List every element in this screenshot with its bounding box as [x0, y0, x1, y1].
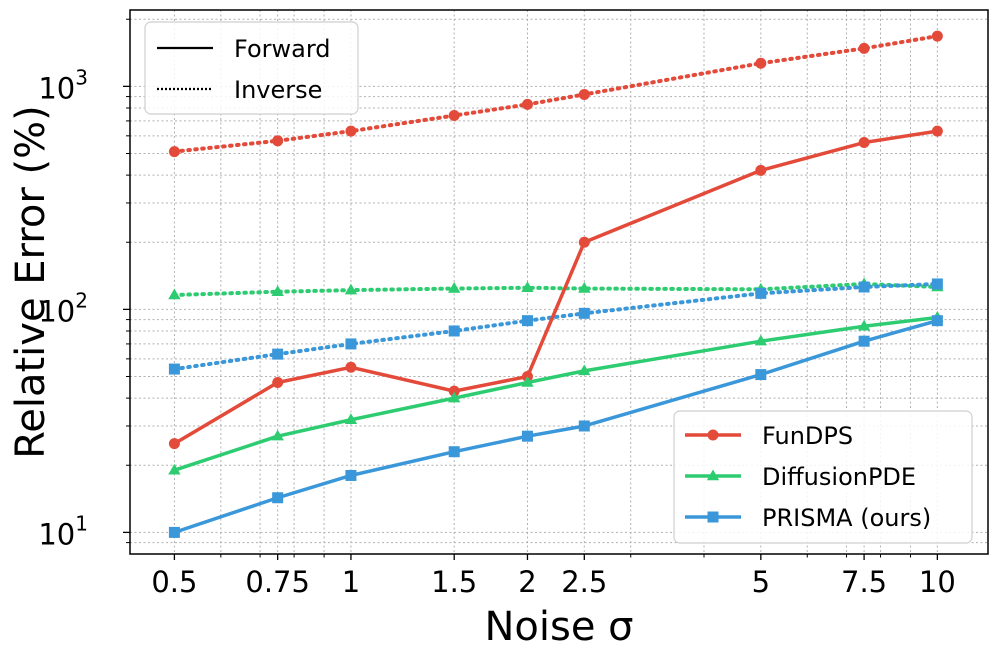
x-tick-label: 1	[342, 565, 360, 599]
data-point-fundps-forward	[858, 137, 870, 149]
data-point-prisma-ours-forward	[168, 526, 180, 538]
x-axis-title: Noise σ	[484, 604, 633, 650]
data-point-prisma-ours-inverse	[578, 307, 590, 319]
data-point-prisma-ours-inverse	[272, 348, 284, 360]
y-tick-exponent: 1	[75, 511, 88, 535]
data-point-prisma-ours-inverse	[521, 315, 533, 327]
legend-label: PRISMA (ours)	[762, 504, 931, 532]
data-point-prisma-ours-inverse	[448, 325, 460, 337]
data-point-fundps-inverse	[858, 42, 870, 54]
x-tick-label: 1.5	[431, 565, 477, 599]
legend-linestyle: Forward Inverse	[144, 21, 359, 115]
data-point-prisma-ours-inverse	[858, 281, 870, 293]
series-prisma-ours-inverse	[168, 278, 943, 375]
data-point-prisma-ours-forward	[578, 420, 590, 432]
legend-entry-diffusionpde: DiffusionPDE	[685, 463, 916, 491]
x-tick-label: 2.5	[561, 565, 607, 599]
legend-methods: FunDPS DiffusionPDE PRISMA (ours)	[673, 410, 973, 544]
data-point-diffusionpde-forward	[344, 413, 358, 424]
data-point-fundps-forward	[578, 236, 590, 248]
legend-entry-prisma-ours: PRISMA (ours)	[685, 504, 931, 532]
data-point-fundps-inverse	[578, 88, 590, 100]
data-point-prisma-ours-inverse	[755, 287, 767, 299]
data-point-fundps-inverse	[448, 110, 460, 122]
data-point-prisma-ours-forward	[931, 315, 943, 327]
x-tick-label: 7.5	[841, 565, 887, 599]
data-point-prisma-ours-forward	[448, 446, 460, 458]
data-point-fundps-inverse	[272, 135, 284, 147]
data-point-diffusionpde-forward	[857, 319, 871, 331]
data-point-fundps-inverse	[521, 98, 533, 110]
y-tick-exponent: 3	[75, 65, 88, 89]
y-tick-label: 102	[38, 288, 88, 328]
data-point-fundps-forward	[755, 164, 767, 176]
y-tick-base: 10	[38, 517, 75, 551]
legend-swatch-marker	[707, 429, 719, 441]
data-point-diffusionpde-forward	[448, 391, 461, 403]
legend-label-forward: Forward	[234, 35, 331, 63]
data-point-fundps-forward	[931, 125, 943, 137]
data-point-prisma-ours-forward	[755, 369, 767, 381]
data-point-fundps-inverse	[755, 57, 767, 69]
data-point-diffusionpde-forward	[168, 463, 181, 475]
series-prisma-ours-forward	[168, 315, 943, 538]
data-point-prisma-ours-inverse	[345, 338, 357, 350]
y-axis-title: Relative Error (%)	[8, 105, 54, 458]
data-point-fundps-inverse	[345, 125, 357, 137]
legend-swatch-marker	[707, 511, 719, 523]
legend-label-inverse: Inverse	[234, 76, 322, 104]
series-fundps-inverse	[168, 30, 943, 158]
data-point-fundps-forward	[448, 385, 460, 397]
data-point-diffusionpde-inverse	[344, 283, 358, 295]
data-point-prisma-ours-forward	[272, 492, 284, 504]
data-point-prisma-ours-inverse	[168, 363, 180, 375]
data-point-fundps-forward	[272, 377, 284, 389]
data-point-fundps-forward	[168, 438, 180, 450]
data-point-diffusionpde-inverse	[448, 282, 461, 293]
data-point-diffusionpde-inverse	[168, 288, 181, 300]
legend-methods-box	[673, 410, 973, 544]
y-tick-label: 103	[38, 65, 88, 105]
data-point-diffusionpde-inverse	[271, 285, 284, 296]
data-point-diffusionpde-forward	[754, 334, 768, 346]
data-point-diffusionpde-forward	[271, 429, 284, 441]
x-tick-label: 0.5	[151, 565, 197, 599]
legend-linestyle-box	[144, 21, 359, 115]
y-tick-exponent: 2	[75, 288, 88, 312]
data-point-prisma-ours-inverse	[931, 278, 943, 290]
legend-label: FunDPS	[762, 422, 853, 450]
data-point-diffusionpde-forward	[521, 376, 534, 387]
plot-frame	[129, 9, 989, 555]
y-tick-base: 10	[38, 71, 75, 105]
data-point-fundps-forward	[345, 361, 357, 373]
data-point-prisma-ours-forward	[345, 469, 357, 481]
data-point-fundps-inverse	[931, 30, 943, 42]
x-tick-label: 5	[752, 565, 770, 599]
legend-entry-fundps: FunDPS	[685, 422, 853, 450]
x-tick-label: 0.75	[245, 565, 310, 599]
x-tick-label: 2	[518, 565, 536, 599]
y-tick-base: 10	[38, 294, 75, 328]
legend-swatch-marker	[706, 469, 720, 481]
legend-label: DiffusionPDE	[762, 463, 916, 491]
data-point-diffusionpde-forward	[578, 364, 591, 376]
data-point-prisma-ours-forward	[858, 335, 870, 347]
data-point-diffusionpde-inverse	[578, 282, 591, 293]
data-point-fundps-inverse	[168, 146, 180, 158]
series-line-fundps-forward	[173, 129, 938, 446]
y-tick-label: 101	[38, 511, 88, 551]
series-group	[168, 30, 944, 538]
data-point-prisma-ours-forward	[521, 430, 533, 442]
data-point-diffusionpde-inverse	[521, 281, 534, 292]
x-tick-label: 10	[919, 565, 956, 599]
